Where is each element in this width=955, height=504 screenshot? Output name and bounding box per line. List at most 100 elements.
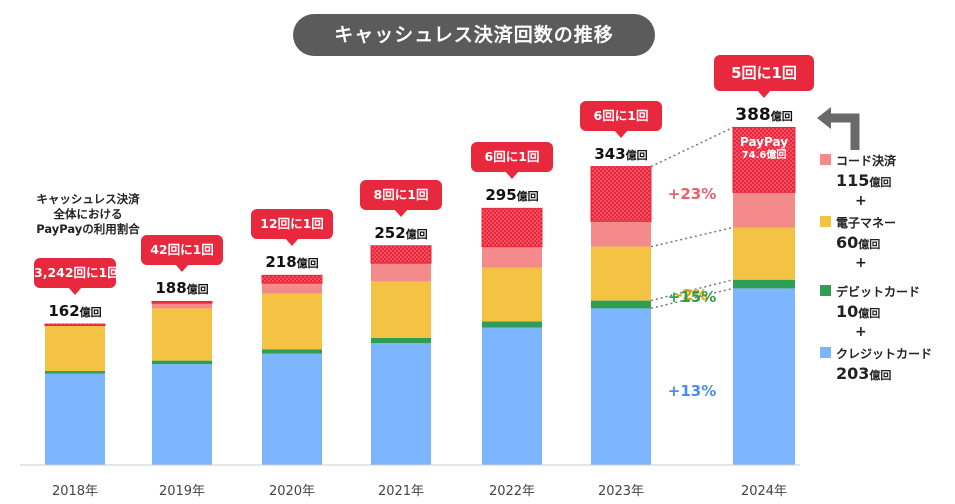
bar-credit-1	[152, 364, 212, 465]
total-value: 218	[265, 253, 297, 272]
legend-swatch-code	[820, 154, 831, 165]
connector-code	[650, 126, 734, 168]
paypay-value: 74.6億回	[741, 150, 787, 161]
bar-credit-6	[733, 288, 795, 465]
legend-value-code: 115億回	[836, 171, 891, 190]
bar-debit-5	[591, 300, 651, 309]
legend-plus: +	[855, 193, 867, 209]
bar-emoney-6	[733, 227, 795, 280]
side-note-line: キャッシュレス決済	[36, 192, 140, 206]
legend-unit: 億回	[869, 369, 892, 382]
total-unit: 億回	[625, 148, 648, 162]
bar-credit-2	[262, 353, 322, 465]
bar-debit-2	[262, 349, 322, 354]
bar-paypay-2	[261, 274, 323, 284]
x-tick-label-2: 2020年	[268, 484, 316, 499]
legend-name-debit: デビットカード	[836, 285, 921, 299]
total-value: 252	[374, 223, 406, 242]
bar-emoney-2	[262, 293, 322, 350]
growth-label-emoney: -2%	[676, 285, 708, 304]
total-label-1: 188億回	[132, 279, 232, 297]
total-unit: 億回	[296, 257, 319, 271]
x-tick-label-0: 2018年	[51, 484, 99, 499]
connector-credit	[650, 287, 734, 310]
total-value: 295	[485, 186, 517, 205]
bar-credit-0	[45, 373, 105, 465]
bar-code-1	[152, 301, 212, 309]
legend-name-credit: クレジットカード	[836, 347, 933, 361]
bar-debit-6	[733, 279, 795, 289]
bar-debit-4	[482, 321, 542, 328]
total-unit: 億回	[516, 190, 539, 204]
ratio-bubble-2: 12回に1回	[251, 209, 333, 247]
total-value: 162	[48, 302, 80, 321]
growth-label-debit: +15%	[667, 288, 717, 306]
bar-paypay-1	[151, 300, 213, 304]
x-tick-label-1: 2019年	[158, 484, 206, 499]
legend-unit: 億回	[858, 307, 881, 320]
connector-emoney	[650, 226, 734, 248]
x-tick-label-5: 2023年	[597, 484, 645, 499]
total-value: 388	[735, 105, 771, 126]
bar-emoney-4	[482, 267, 542, 322]
bar-debit-3	[371, 337, 431, 344]
ratio-bubble-6: 5回に1回	[714, 55, 814, 99]
chart-title: キャッシュレス決済回数の推移	[293, 14, 655, 56]
growth-label-code: +23%	[667, 184, 717, 203]
x-tick-label-6: 2024年	[740, 484, 788, 499]
x-tick-label-4: 2022年	[488, 484, 536, 499]
paypay-name: PayPay	[739, 135, 789, 149]
bar-emoney-3	[371, 281, 431, 338]
legend-name-emoney: 電子マネー	[836, 216, 897, 230]
bar-debit-0	[45, 371, 105, 374]
bar-paypay-6	[732, 126, 796, 193]
bar-debit-1	[152, 360, 212, 365]
total-value: 188	[155, 279, 187, 298]
total-unit: 億回	[405, 227, 428, 241]
paypay-label-2024: PayPay 74.6億回	[733, 135, 795, 163]
legend-unit: 億回	[869, 176, 892, 189]
bar-emoney-1	[152, 308, 212, 361]
ratio-bubble-5: 6回に1回	[580, 100, 662, 138]
ratio-bubble-1: 42回に1回	[141, 235, 223, 273]
ratio-bubble-0: 3,242回に1回	[34, 258, 120, 296]
legend-swatch-debit	[820, 285, 831, 296]
bar-paypay-3	[370, 245, 432, 264]
x-tick-label-3: 2021年	[377, 484, 425, 499]
growth-label-credit: +13%	[667, 382, 717, 400]
legend-number: 203	[836, 364, 870, 383]
connector-debit	[650, 278, 734, 302]
bar-paypay-0	[44, 323, 106, 327]
legend-value-emoney: 60億回	[836, 233, 880, 252]
legend-value-debit: 10億回	[836, 302, 880, 321]
ratio-bubble-3: 8回に1回	[360, 179, 442, 217]
total-unit: 億回	[770, 110, 793, 124]
paypay-share-note: キャッシュレス決済 全体における PayPayの利用割合	[8, 192, 168, 237]
legend-plus: +	[855, 324, 867, 340]
total-label-6: 388億回	[714, 105, 814, 125]
bar-paypay-5	[590, 166, 652, 222]
legend-value-credit: 203億回	[836, 364, 891, 383]
legend-unit: 億回	[858, 238, 881, 251]
legend-plus: +	[855, 255, 867, 271]
legend-swatch-emoney	[820, 216, 831, 227]
bar-credit-3	[371, 343, 431, 465]
bar-emoney-5	[591, 246, 651, 301]
total-unit: 億回	[79, 306, 102, 320]
total-value: 343	[594, 144, 626, 163]
total-label-2: 218億回	[242, 253, 342, 271]
legend-name-code: コード決済	[836, 154, 897, 168]
side-note-line: PayPayの利用割合	[36, 222, 140, 236]
legend-swatch-credit	[820, 347, 831, 358]
legend-number: 115	[836, 171, 870, 190]
bar-credit-5	[591, 308, 651, 465]
side-note-line: 全体における	[53, 207, 123, 221]
ratio-bubble-4: 6回に1回	[471, 142, 553, 180]
bar-credit-4	[482, 327, 542, 465]
total-label-0: 162億回	[25, 302, 125, 320]
legend-number: 60	[836, 233, 859, 252]
total-label-3: 252億回	[351, 224, 451, 242]
total-unit: 億回	[186, 283, 209, 297]
total-label-4: 295億回	[462, 186, 562, 204]
